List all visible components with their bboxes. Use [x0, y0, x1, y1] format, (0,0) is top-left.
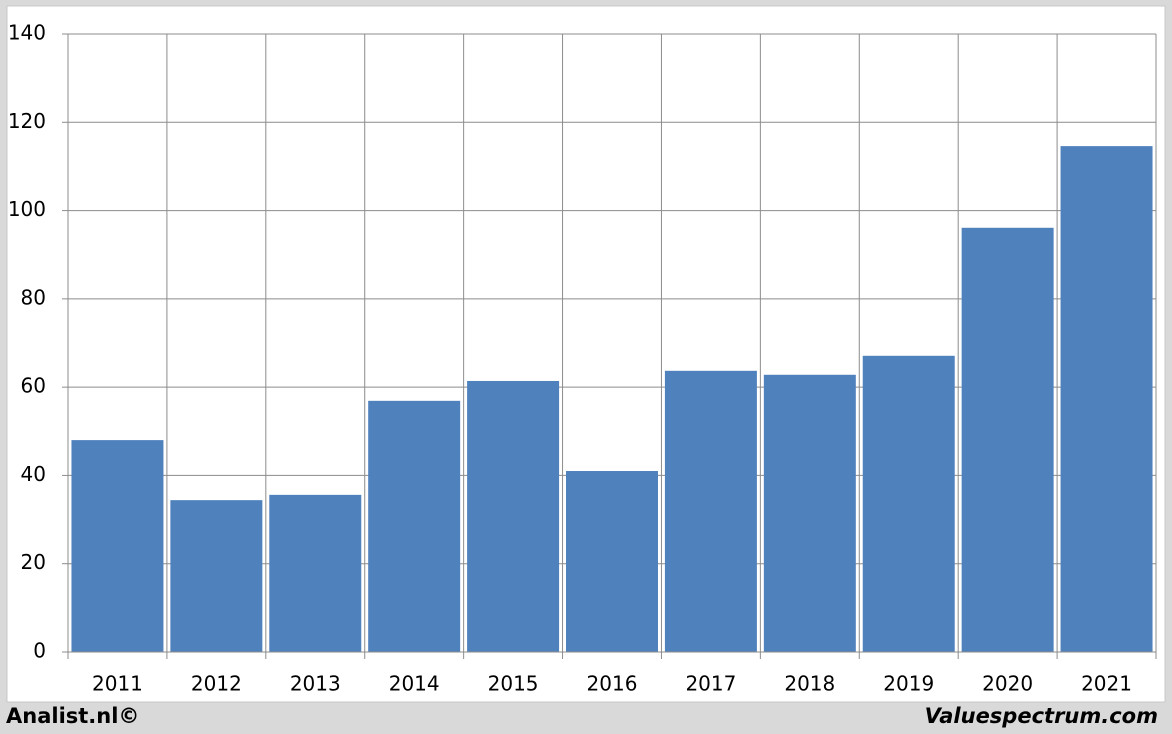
y-tick-label: 40: [21, 462, 46, 486]
bar: [269, 494, 362, 652]
bar: [1060, 146, 1153, 652]
y-tick-label: 60: [21, 374, 46, 398]
y-tick-label: 140: [8, 21, 46, 45]
bar: [71, 440, 164, 652]
bar: [467, 380, 560, 652]
bar: [961, 227, 1054, 652]
bar: [368, 400, 461, 652]
bar: [566, 471, 658, 652]
x-tick-label: 2021: [1081, 672, 1132, 696]
x-tick-label: 2014: [389, 672, 440, 696]
bar: [862, 355, 955, 652]
x-tick-label: 2013: [290, 672, 341, 696]
y-tick-label: 80: [21, 285, 46, 309]
x-tick-label: 2019: [883, 672, 934, 696]
bar: [170, 500, 263, 652]
x-tick-label: 2018: [784, 672, 835, 696]
y-tick-label: 120: [8, 109, 46, 133]
x-tick-label: 2017: [685, 672, 736, 696]
y-tick-label: 20: [21, 550, 46, 574]
credit-label: Valuespectrum.com: [925, 704, 1158, 728]
bar: [763, 374, 856, 652]
source-label: Analist.nl©: [6, 704, 139, 728]
x-tick-label: 2012: [191, 672, 242, 696]
y-tick-label: 0: [33, 639, 46, 663]
x-tick-label: 2011: [92, 672, 143, 696]
x-tick-label: 2015: [488, 672, 539, 696]
y-tick-label: 100: [8, 197, 46, 221]
bar: [664, 370, 757, 652]
x-tick-label: 2020: [982, 672, 1033, 696]
x-tick-label: 2016: [587, 672, 638, 696]
